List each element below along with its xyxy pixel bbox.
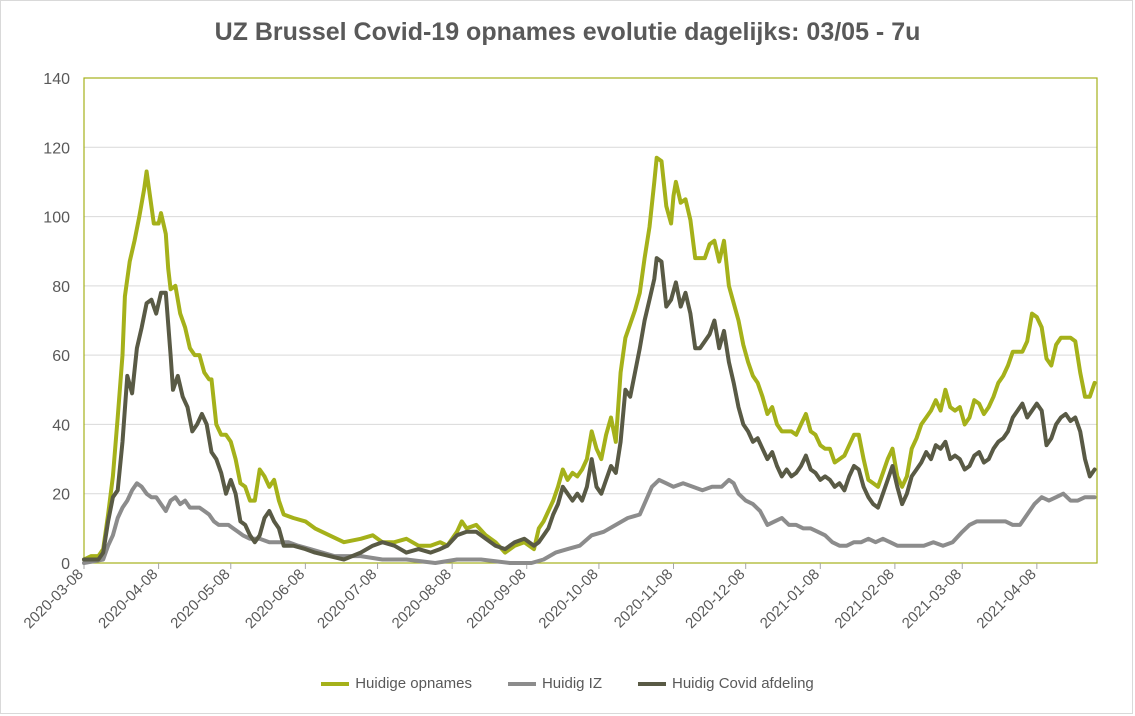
legend-label: Huidige opnames bbox=[355, 675, 472, 692]
series-line-2 bbox=[82, 477, 1097, 565]
x-tick-label: 2020-08-08 bbox=[389, 566, 455, 632]
legend-swatch bbox=[321, 681, 350, 686]
x-tick-label: 2020-03-08 bbox=[21, 566, 87, 632]
x-tick-label: 2020-12-08 bbox=[682, 566, 748, 632]
y-tick-label: 40 bbox=[52, 417, 70, 434]
y-tick-label: 60 bbox=[52, 348, 70, 365]
x-tick-label: 2020-06-08 bbox=[242, 566, 308, 632]
y-tick-label: 100 bbox=[43, 210, 70, 227]
plot-area-border bbox=[83, 77, 1098, 564]
x-tick-label: 2020-09-08 bbox=[463, 566, 529, 632]
chart-legend: Huidige opnames Huidig IZ Huidig Covid afd… bbox=[0, 675, 1135, 692]
series-line-3 bbox=[82, 256, 1097, 562]
legend-swatch bbox=[507, 681, 536, 686]
x-tick-label: 2020-11-08 bbox=[611, 566, 676, 631]
y-tick-label: 120 bbox=[43, 140, 70, 157]
series-line-1 bbox=[82, 155, 1097, 562]
x-tick-label: 2020-10-08 bbox=[535, 566, 601, 632]
legend-item: Huidig IZ bbox=[507, 675, 602, 692]
y-tick-label: 20 bbox=[52, 487, 70, 504]
y-tick-label: 140 bbox=[43, 71, 70, 88]
legend-swatch bbox=[638, 681, 666, 686]
x-tick-label: 2020-07-08 bbox=[314, 566, 380, 632]
x-tick-label: 2021-02-08 bbox=[831, 566, 897, 632]
legend-item: Huidig Covid afdeling bbox=[638, 675, 814, 692]
y-tick-label: 0 bbox=[61, 556, 70, 573]
legend-label: Huidig IZ bbox=[541, 675, 602, 692]
x-tick-label: 2021-01-08 bbox=[757, 566, 823, 632]
x-tick-label: 2021-03-08 bbox=[899, 566, 965, 632]
x-tick-label: 2020-04-08 bbox=[95, 566, 161, 632]
legend-label: Huidig Covid afdeling bbox=[672, 675, 814, 692]
legend-item: Huidige opnames bbox=[321, 675, 472, 692]
y-tick-label: 80 bbox=[52, 279, 70, 296]
x-tick-label: 2020-05-08 bbox=[167, 566, 233, 632]
x-tick-label: 2021-04-08 bbox=[973, 566, 1039, 632]
chart-title: UZ Brussel Covid-19 opnames evolutie dag… bbox=[214, 18, 921, 46]
